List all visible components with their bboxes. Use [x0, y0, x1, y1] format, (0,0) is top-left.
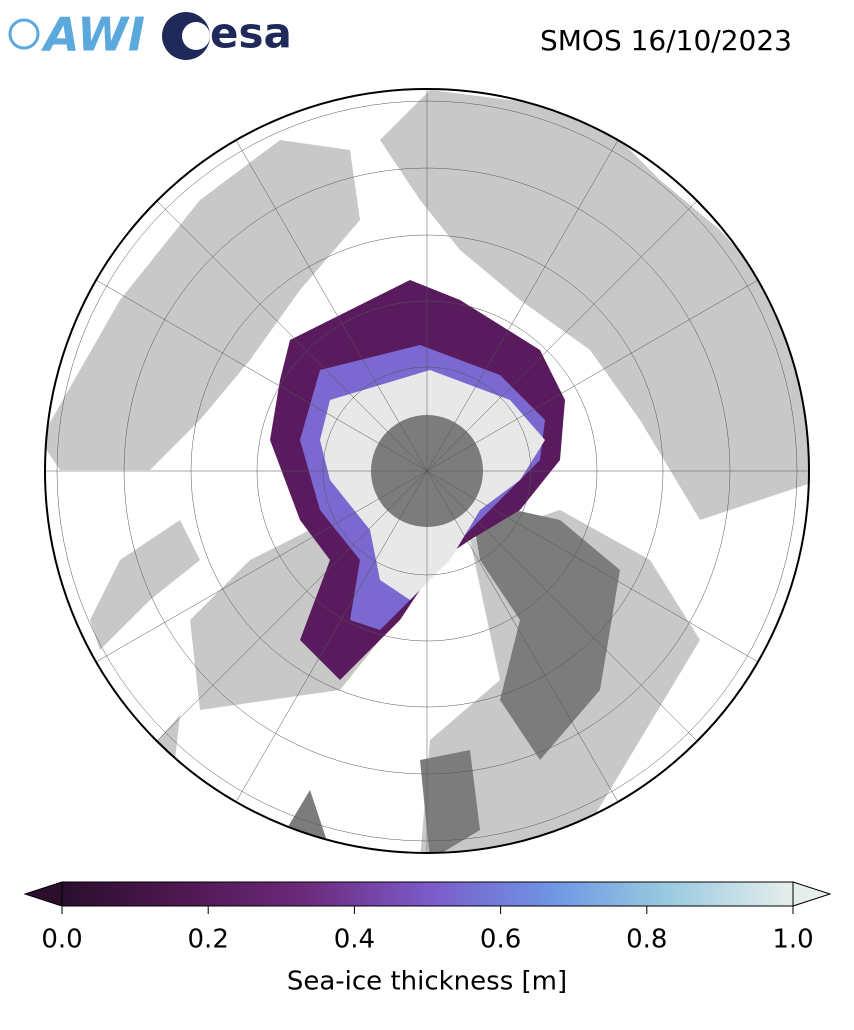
colorbar-tick-label: 0.8: [626, 925, 667, 955]
colorbar-tick-label: 1.0: [772, 925, 813, 955]
map-border: [44, 88, 810, 854]
colorbar-tick-label: 0.6: [480, 925, 521, 955]
colorbar-over: [792, 881, 832, 907]
colorbar-tick-label: 0.4: [334, 925, 375, 955]
colorbar-ramp: [61, 881, 794, 907]
colorbar-label: Sea-ice thickness [m]: [287, 967, 567, 997]
map: [45, 89, 809, 853]
colorbar-tick-label: 0.2: [188, 925, 229, 955]
colorbar-tick-label: 0.0: [41, 925, 82, 955]
colorbar: [23, 881, 832, 914]
esa-logo: esa: [210, 9, 292, 58]
land-dark: [280, 500, 620, 853]
awi-globe: [8, 18, 40, 50]
awi-logo: AWI: [41, 8, 145, 62]
graticule: [45, 89, 809, 853]
esa-emblem-inner: [182, 22, 210, 50]
colorbar-under: [23, 881, 63, 907]
title: SMOS 16/10/2023: [540, 24, 792, 57]
logos: AWI esa: [8, 8, 292, 62]
